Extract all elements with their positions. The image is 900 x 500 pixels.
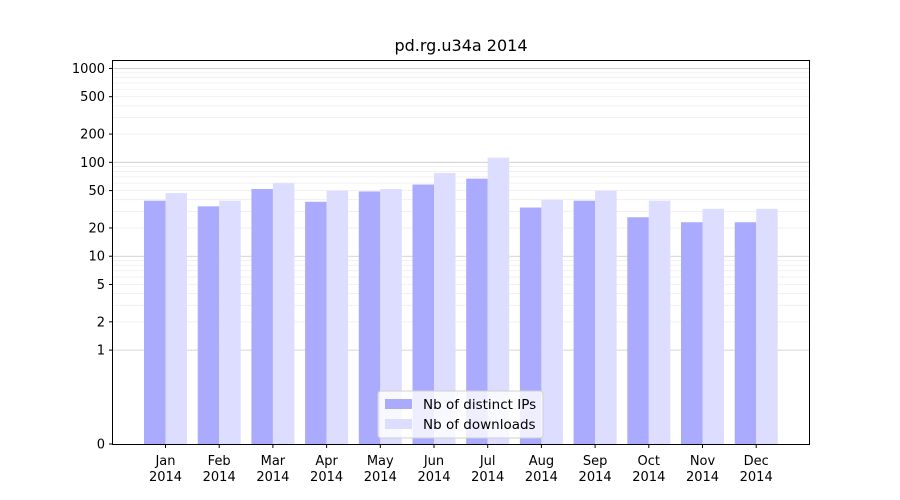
y-axis: 0 1 2 5 10 20 50 100 200 500 1000 (72, 62, 113, 453)
legend-box (377, 390, 544, 439)
bar-distinct-ips (734, 222, 757, 444)
x-tick-label-year: 2014 (686, 470, 719, 485)
bar-distinct-ips (144, 200, 166, 444)
bar-distinct-ips (466, 178, 488, 444)
y-tick-label: 200 (80, 128, 105, 143)
x-tick-label-year: 2014 (471, 470, 504, 485)
bar-downloads (434, 172, 456, 445)
bar-distinct-ips (305, 201, 327, 444)
y-tick-label: 0 (97, 438, 105, 453)
x-tick-label-year: 2014 (364, 470, 397, 485)
x-tick-label-year: 2014 (417, 470, 450, 485)
x-tick-label-month: Jan (154, 454, 175, 469)
x-axis: Jan2014Feb2014Mar2014Apr2014May2014Jun20… (149, 444, 773, 485)
x-tick-label-month: Aug (529, 454, 554, 469)
chart-title: pd.rg.u34a 2014 (394, 36, 527, 55)
x-tick-label-year: 2014 (149, 470, 182, 485)
x-tick-label-month: Mar (261, 454, 286, 469)
legend-label: Nb of downloads (423, 417, 536, 433)
x-tick-label-year: 2014 (256, 470, 289, 485)
legend-label: Nb of distinct IPs (423, 397, 536, 413)
x-tick-label-year: 2014 (740, 470, 773, 485)
x-tick-label-month: Feb (208, 454, 231, 469)
bar-downloads (487, 157, 510, 444)
bar-downloads (756, 208, 778, 444)
y-tick-label: 10 (88, 250, 105, 265)
x-tick-label-month: Oct (638, 454, 660, 469)
bar-distinct-ips (251, 188, 273, 444)
x-tick-label-month: Jul (479, 454, 496, 469)
bar-downloads (219, 200, 241, 444)
x-tick-label-month: Sep (583, 454, 608, 469)
bar-distinct-ips (197, 206, 220, 444)
x-tick-label-month: Dec (744, 454, 769, 469)
x-tick-label-year: 2014 (525, 470, 558, 485)
bar-downloads (648, 200, 671, 444)
x-tick-label-year: 2014 (310, 470, 343, 485)
bar-downloads (702, 208, 724, 444)
x-tick-label-month: Apr (315, 454, 338, 469)
bar-distinct-ips (573, 200, 596, 444)
x-tick-label-month: Nov (690, 454, 716, 469)
legend: Nb of distinct IPs Nb of downloads (377, 390, 544, 439)
bar-distinct-ips (627, 217, 649, 444)
bars-layer (144, 157, 778, 445)
y-tick-label: 5 (97, 278, 105, 293)
bar-downloads (595, 190, 617, 444)
legend-swatch (385, 419, 412, 429)
bar-downloads (380, 188, 402, 444)
x-tick-label-year: 2014 (579, 470, 612, 485)
bar-distinct-ips (519, 207, 542, 444)
y-tick-label: 1 (97, 344, 105, 359)
bar-downloads (541, 199, 563, 444)
x-tick-label-year: 2014 (203, 470, 236, 485)
legend-swatch (385, 399, 412, 409)
y-tick-label: 20 (88, 221, 105, 236)
x-tick-label-month: Jun (423, 454, 444, 469)
y-tick-label: 1000 (72, 62, 105, 77)
bar-downloads (326, 190, 349, 444)
plot-frame (112, 60, 810, 445)
bar-distinct-ips (412, 184, 434, 445)
y-tick-label: 500 (80, 90, 105, 105)
y-tick-label: 100 (80, 156, 105, 171)
bar-downloads (165, 193, 187, 444)
bar-downloads (272, 183, 295, 444)
bar-distinct-ips (681, 222, 703, 444)
x-tick-label-month: May (367, 454, 394, 469)
y-tick-label: 2 (97, 315, 105, 330)
y-tick-label: 50 (88, 184, 105, 199)
bar-distinct-ips (358, 191, 381, 444)
x-tick-label-year: 2014 (632, 470, 665, 485)
